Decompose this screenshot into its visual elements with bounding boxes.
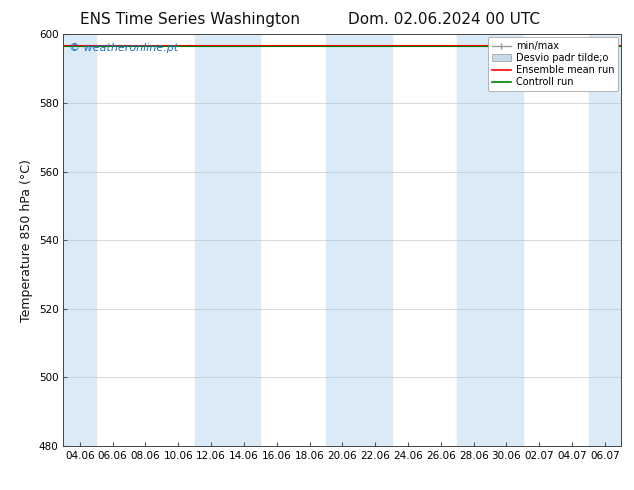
- Text: Dom. 02.06.2024 00 UTC: Dom. 02.06.2024 00 UTC: [348, 12, 540, 27]
- Y-axis label: Temperature 850 hPa (°C): Temperature 850 hPa (°C): [20, 159, 33, 321]
- Bar: [63, 34, 96, 446]
- Bar: [326, 34, 392, 446]
- Legend: min/max, Desvio padr tilde;o, Ensemble mean run, Controll run: min/max, Desvio padr tilde;o, Ensemble m…: [488, 37, 618, 91]
- Bar: [457, 34, 523, 446]
- Text: © weatheronline.pt: © weatheronline.pt: [69, 43, 178, 52]
- Text: ENS Time Series Washington: ENS Time Series Washington: [80, 12, 301, 27]
- Bar: [588, 34, 634, 446]
- Bar: [195, 34, 261, 446]
